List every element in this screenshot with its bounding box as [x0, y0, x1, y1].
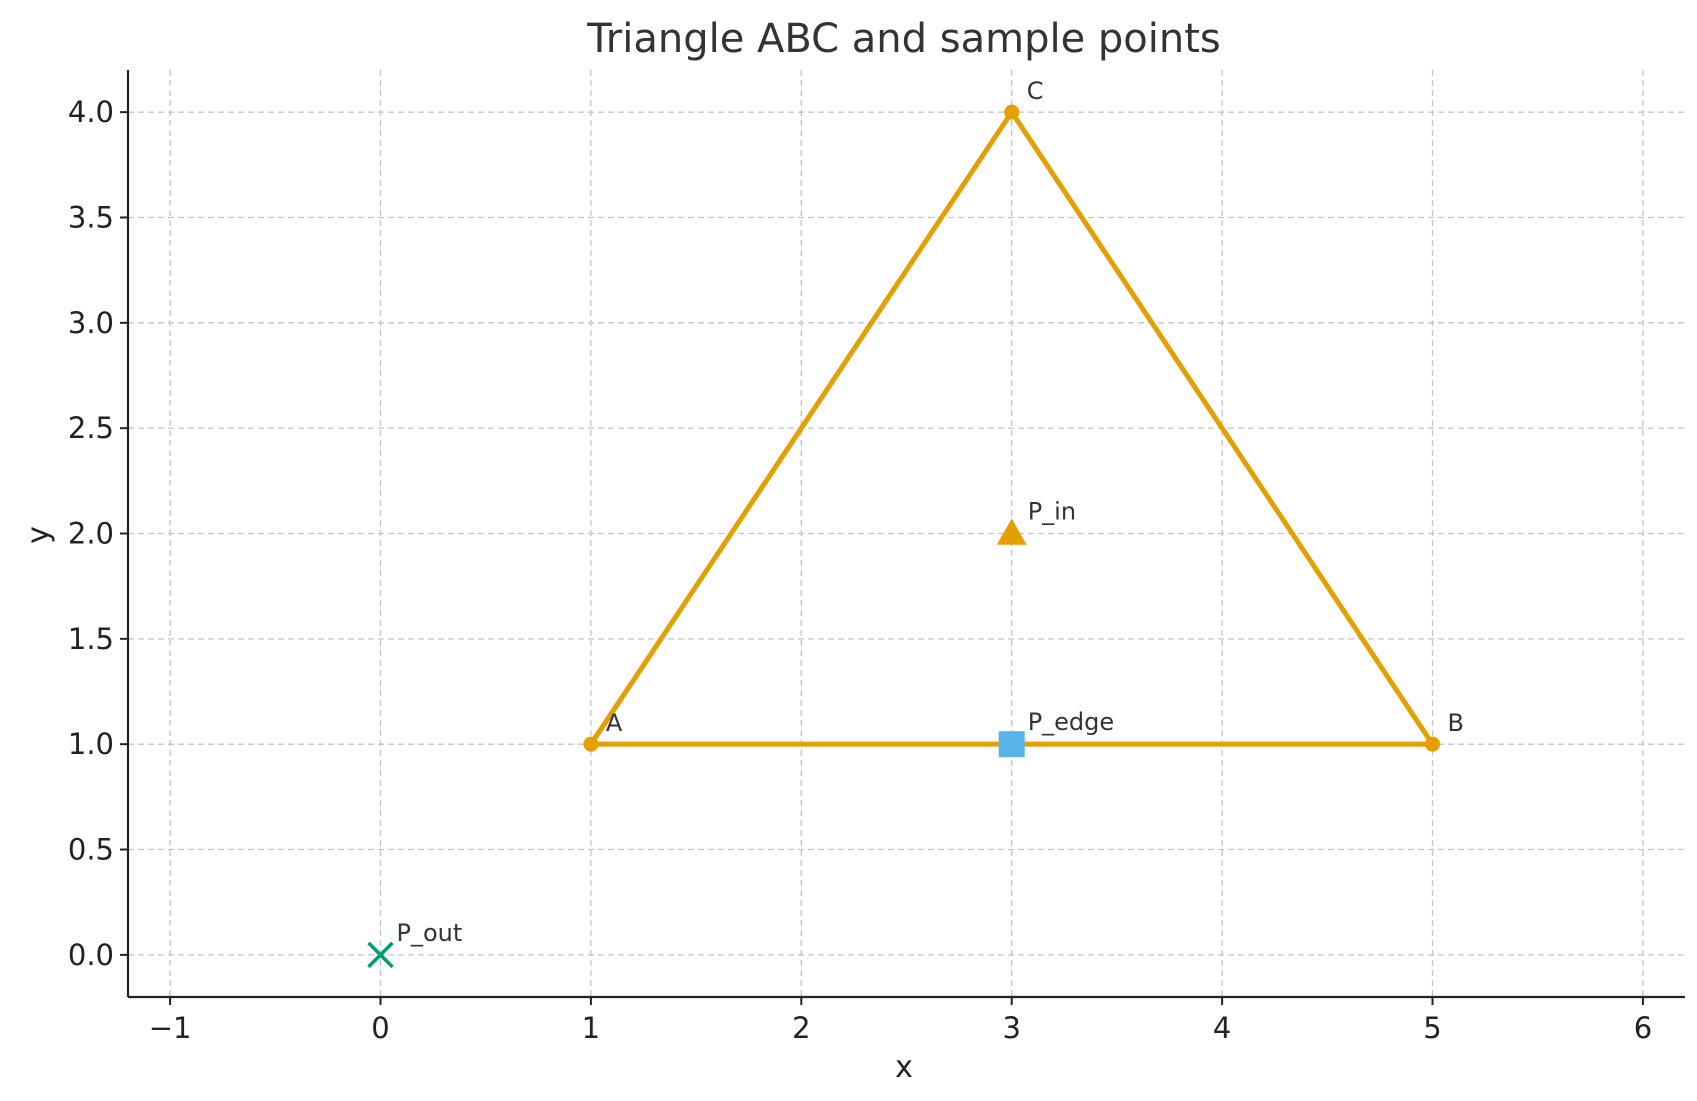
vertex-marker	[1425, 736, 1441, 752]
y-tick-label: 1.5	[68, 622, 114, 656]
y-tick-label: 2.5	[68, 411, 114, 445]
point-marker-x	[367, 941, 394, 969]
vertex-marker	[583, 736, 599, 752]
grid	[128, 70, 1685, 997]
x-tick-label: 1	[582, 1011, 600, 1045]
vertex-label: A	[606, 709, 623, 737]
y-tick-label: 3.5	[68, 200, 114, 234]
ticks: −1 0 1 2 3 4 5 6 0.0 0.5 1.0 1.5 2.0 2.5 3.0 3.5 4.0	[68, 95, 1652, 1045]
y-tick-label: 3.0	[68, 306, 114, 340]
x-tick-label: 6	[1634, 1011, 1652, 1045]
y-tick-label: 0.5	[68, 833, 114, 867]
x-tick-label: 2	[792, 1011, 810, 1045]
y-tick-label: 1.0	[68, 727, 114, 761]
point-labels: A B C P_in P_edge P_out	[396, 77, 1463, 947]
point-label: P_in	[1028, 498, 1076, 526]
y-tick-label: 4.0	[68, 95, 114, 129]
y-tick-label: 2.0	[68, 517, 114, 551]
series	[367, 104, 1441, 969]
y-tick-label: 0.0	[68, 938, 114, 972]
chart-title: Triangle ABC and sample points	[586, 16, 1221, 62]
point-marker-square	[998, 731, 1025, 758]
x-axis-label: x	[895, 1050, 913, 1085]
point-label: P_edge	[1028, 708, 1114, 736]
vertex-label: B	[1448, 709, 1464, 737]
x-tick-label: 4	[1213, 1011, 1231, 1045]
x-tick-label: 5	[1423, 1011, 1441, 1045]
point-label: P_out	[396, 919, 462, 947]
point-marker-triangle	[996, 518, 1027, 545]
x-tick-label: 0	[371, 1011, 389, 1045]
x-tick-label: 3	[1002, 1011, 1020, 1045]
x-tick-label: −1	[149, 1011, 192, 1045]
y-axis-label: y	[21, 526, 56, 544]
vertex-label: C	[1027, 77, 1044, 105]
vertex-marker	[1004, 104, 1020, 120]
